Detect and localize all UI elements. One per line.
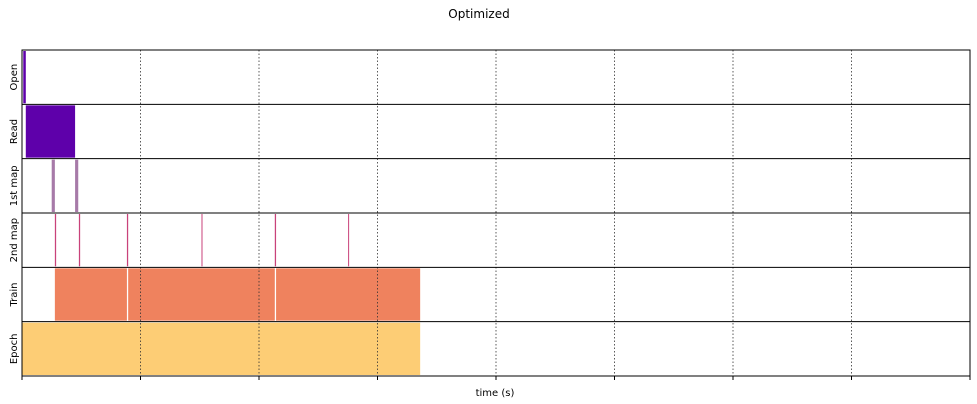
span-train-0 xyxy=(54,268,127,321)
row-label-open: Open xyxy=(9,64,20,91)
row-label-epoch: Epoch xyxy=(9,334,20,365)
chart-title: Optimized xyxy=(448,7,509,21)
row-label-1st-map: 1st map xyxy=(9,165,20,206)
span-train-1 xyxy=(128,268,275,321)
plot-area: Open Read 1st map 2nd map Train Epoch xyxy=(9,49,971,380)
span-1st-map-1 xyxy=(75,159,79,212)
span-2nd-map-1 xyxy=(78,214,81,267)
span-2nd-map-0 xyxy=(54,214,57,267)
span-train-2 xyxy=(276,268,421,321)
span-read-0 xyxy=(25,105,76,158)
row-label-2nd-map: 2nd map xyxy=(9,218,20,262)
span-2nd-map-4 xyxy=(274,214,277,267)
row-label-read: Read xyxy=(9,119,20,144)
span-2nd-map-3 xyxy=(201,214,203,267)
span-open-0 xyxy=(23,51,26,104)
x-axis-label: time (s) xyxy=(476,388,515,399)
span-2nd-map-5 xyxy=(348,214,350,267)
span-2nd-map-2 xyxy=(126,214,129,267)
span-1st-map-0 xyxy=(51,159,55,212)
row-label-train: Train xyxy=(9,283,20,308)
span-epoch-0 xyxy=(22,322,421,375)
